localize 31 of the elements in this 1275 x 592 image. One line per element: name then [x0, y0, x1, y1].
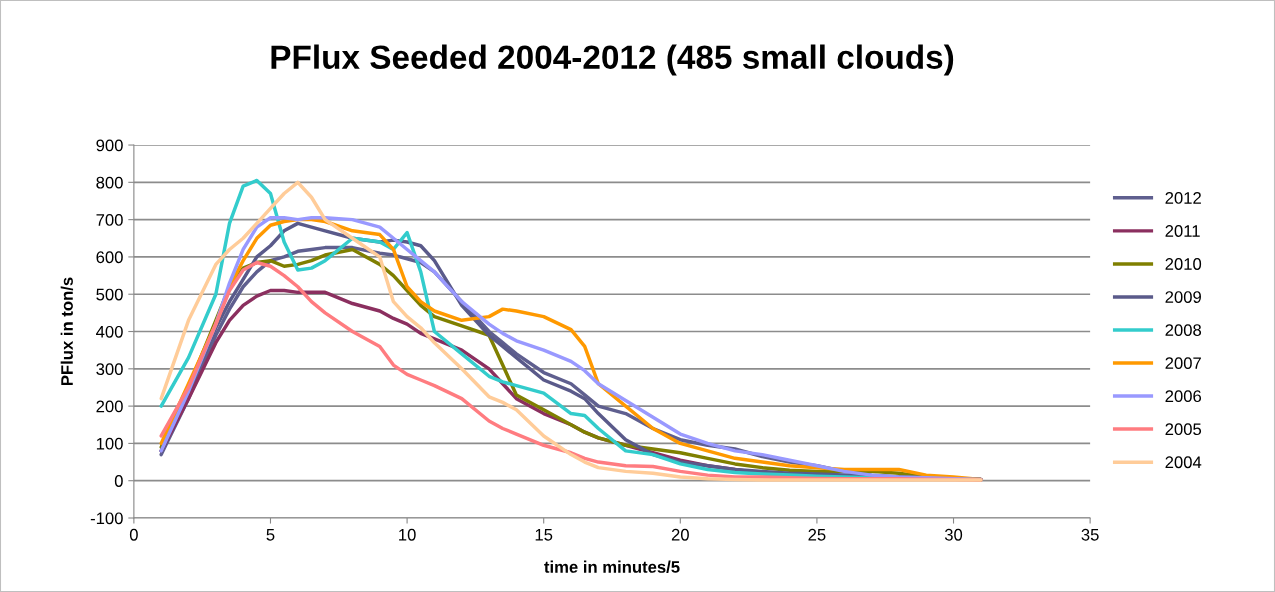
y-tick-label: 500 — [96, 288, 123, 301]
y-tick-label: 400 — [96, 325, 123, 338]
y-tick-label: 200 — [96, 400, 123, 413]
chart-title: PFlux Seeded 2004-2012 (485 small clouds) — [271, 44, 954, 76]
y-tick-label: 0 — [114, 475, 123, 487]
y-tick-label: 300 — [96, 363, 123, 376]
x-tick-label: 35 — [1081, 528, 1099, 541]
legend-label: 2007 — [1165, 357, 1201, 370]
legend-label: 2009 — [1165, 291, 1201, 303]
y-tick-label: 800 — [96, 176, 123, 189]
x-tick-label: 30 — [944, 528, 963, 541]
legend-label: 2010 — [1165, 258, 1202, 270]
x-axis-title: time in minutes/5 — [544, 560, 680, 574]
x-tick-label: 10 — [399, 528, 416, 541]
y-axis-title: PFlux in ton/s — [60, 277, 74, 386]
x-tick-label: 25 — [808, 528, 826, 541]
y-tick-label: 100 — [96, 437, 123, 450]
y-tick-label: 700 — [96, 214, 123, 226]
legend-label: 2006 — [1165, 390, 1202, 403]
x-tick-label: 0 — [129, 528, 138, 541]
legend-label: 2008 — [1165, 324, 1202, 336]
x-tick-label: 20 — [671, 528, 689, 541]
y-tick-label: 600 — [96, 251, 123, 264]
y-tick-label: 900 — [96, 139, 123, 152]
legend-label: 2005 — [1165, 423, 1202, 436]
legend-label: 2004 — [1165, 456, 1202, 469]
legend-label: 2011 — [1165, 225, 1200, 237]
y-tick-label: -100 — [90, 512, 123, 525]
legend-label: 2012 — [1165, 192, 1201, 204]
x-tick-label: 15 — [535, 529, 553, 541]
x-tick-label: 5 — [266, 529, 275, 541]
